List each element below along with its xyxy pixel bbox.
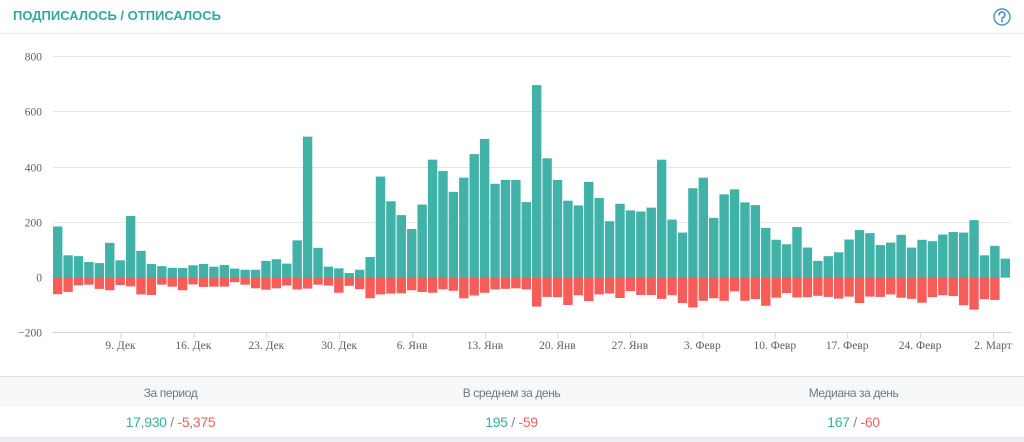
svg-text:9. Дек: 9. Дек [105,340,136,352]
svg-text:−200: −200 [18,328,42,340]
svg-text:17. Февр: 17. Февр [826,340,869,352]
svg-text:20. Янв: 20. Янв [539,340,576,352]
svg-text:16. Дек: 16. Дек [175,340,211,352]
svg-text:400: 400 [25,163,43,175]
svg-text:0: 0 [36,273,42,285]
svg-text:200: 200 [25,218,43,230]
svg-text:2. Март: 2. Март [974,340,1011,352]
svg-text:3. Февр: 3. Февр [684,340,721,352]
svg-text:24. Февр: 24. Февр [899,340,942,352]
svg-text:600: 600 [25,107,43,119]
svg-text:23. Дек: 23. Дек [248,340,284,352]
svg-text:10. Февр: 10. Февр [753,340,796,352]
svg-text:6. Янв: 6. Янв [397,340,428,352]
svg-text:30. Дек: 30. Дек [321,340,357,352]
svg-text:13. Янв: 13. Янв [467,340,504,352]
svg-text:800: 800 [25,52,43,64]
svg-text:27. Янв: 27. Янв [612,340,649,352]
